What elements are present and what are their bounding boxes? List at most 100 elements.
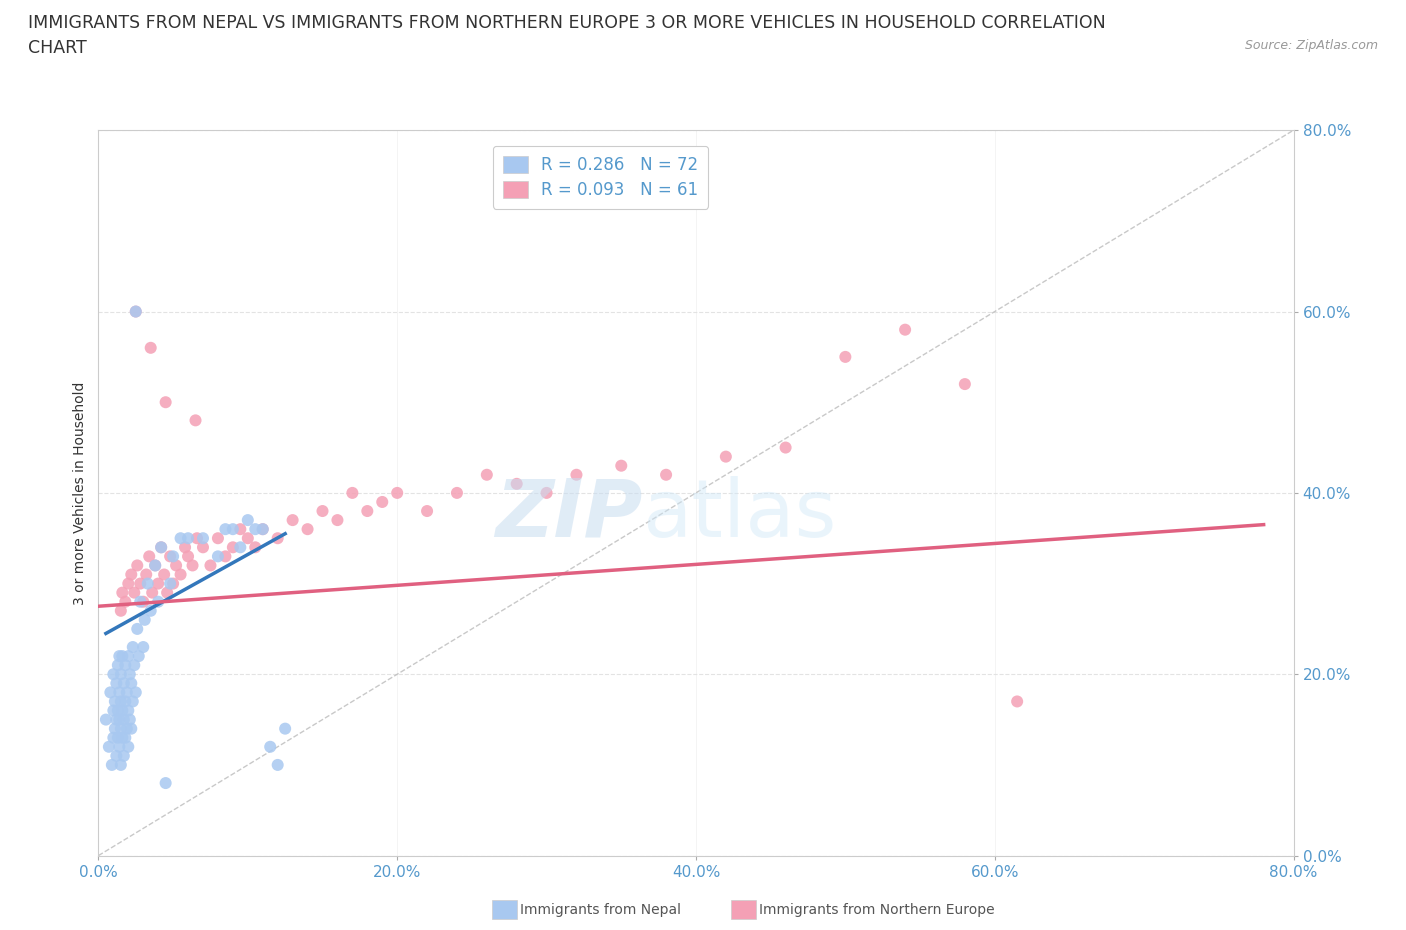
Point <box>117 739 139 754</box>
Point <box>610 458 633 473</box>
Point <box>112 749 135 764</box>
Point <box>120 722 142 737</box>
Point <box>118 712 141 727</box>
Point <box>775 440 797 455</box>
Point <box>108 684 131 700</box>
Point <box>141 585 163 600</box>
Point <box>155 394 177 409</box>
Point <box>125 684 148 700</box>
Point <box>107 703 129 718</box>
Point <box>98 684 122 700</box>
Point <box>342 485 364 500</box>
Text: Source: ZipAtlas.com: Source: ZipAtlas.com <box>1244 39 1378 52</box>
Point <box>105 749 128 764</box>
Point <box>148 594 170 609</box>
Point <box>120 567 142 582</box>
Point <box>117 576 139 591</box>
Point <box>371 495 394 510</box>
Point <box>191 539 214 554</box>
Point <box>245 522 267 537</box>
Point <box>159 576 181 591</box>
Point <box>139 604 162 618</box>
Point <box>125 304 148 319</box>
Point <box>143 558 166 573</box>
Point <box>111 730 134 745</box>
Point <box>120 676 142 691</box>
Text: Immigrants from Northern Europe: Immigrants from Northern Europe <box>759 902 995 917</box>
Point <box>953 377 976 392</box>
Point <box>110 694 132 709</box>
Point <box>181 558 204 573</box>
Point <box>111 585 134 600</box>
Point <box>186 531 208 546</box>
Point <box>326 512 349 527</box>
Point <box>111 703 134 718</box>
Point <box>311 504 333 519</box>
Point <box>894 323 917 338</box>
Point <box>110 757 132 772</box>
Point <box>129 576 152 591</box>
Point <box>536 485 558 500</box>
Point <box>115 684 138 700</box>
Point <box>259 739 281 754</box>
Point <box>506 476 529 491</box>
Point <box>214 522 236 537</box>
Point <box>150 539 173 554</box>
Point <box>118 667 141 682</box>
Point <box>655 468 678 483</box>
Point <box>834 350 856 365</box>
Point <box>207 531 229 546</box>
Point <box>385 485 409 500</box>
Y-axis label: 3 or more Vehicles in Household: 3 or more Vehicles in Household <box>73 381 87 604</box>
Point <box>129 594 152 609</box>
Point <box>108 712 131 727</box>
Point <box>156 585 179 600</box>
Point <box>139 340 162 355</box>
Point <box>252 522 274 537</box>
Point <box>134 613 156 628</box>
Point <box>132 594 155 609</box>
Point <box>165 558 187 573</box>
Point <box>207 549 229 564</box>
Point <box>114 658 136 672</box>
Point <box>267 531 290 546</box>
Point <box>245 539 267 554</box>
Point <box>222 522 245 537</box>
Text: atlas: atlas <box>643 475 837 553</box>
Point <box>135 567 157 582</box>
Point <box>103 703 125 718</box>
Point <box>108 649 131 664</box>
Point <box>94 712 117 727</box>
Point <box>229 539 252 554</box>
Point <box>1005 694 1028 709</box>
Point <box>115 722 138 737</box>
Point <box>356 504 378 519</box>
Point <box>153 567 176 582</box>
Point <box>191 531 214 546</box>
Text: IMMIGRANTS FROM NEPAL VS IMMIGRANTS FROM NORTHERN EUROPE 3 OR MORE VEHICLES IN H: IMMIGRANTS FROM NEPAL VS IMMIGRANTS FROM… <box>28 14 1107 32</box>
Point <box>114 694 136 709</box>
Point <box>714 449 737 464</box>
Point <box>121 694 143 709</box>
Point <box>124 658 146 672</box>
Point <box>281 512 304 527</box>
Legend: R = 0.286   N = 72, R = 0.093   N = 61: R = 0.286 N = 72, R = 0.093 N = 61 <box>492 146 709 209</box>
Point <box>565 468 588 483</box>
Point <box>177 531 200 546</box>
Point <box>252 522 274 537</box>
Point <box>214 549 236 564</box>
Point <box>159 549 181 564</box>
Point <box>155 776 177 790</box>
Point <box>150 539 173 554</box>
Point <box>143 558 166 573</box>
Point <box>121 640 143 655</box>
Point <box>162 549 184 564</box>
Point <box>110 667 132 682</box>
Point <box>236 512 259 527</box>
Point <box>107 730 129 745</box>
Point <box>108 739 131 754</box>
Point <box>110 604 132 618</box>
Point <box>446 485 468 500</box>
Point <box>104 694 127 709</box>
Point <box>169 531 191 546</box>
